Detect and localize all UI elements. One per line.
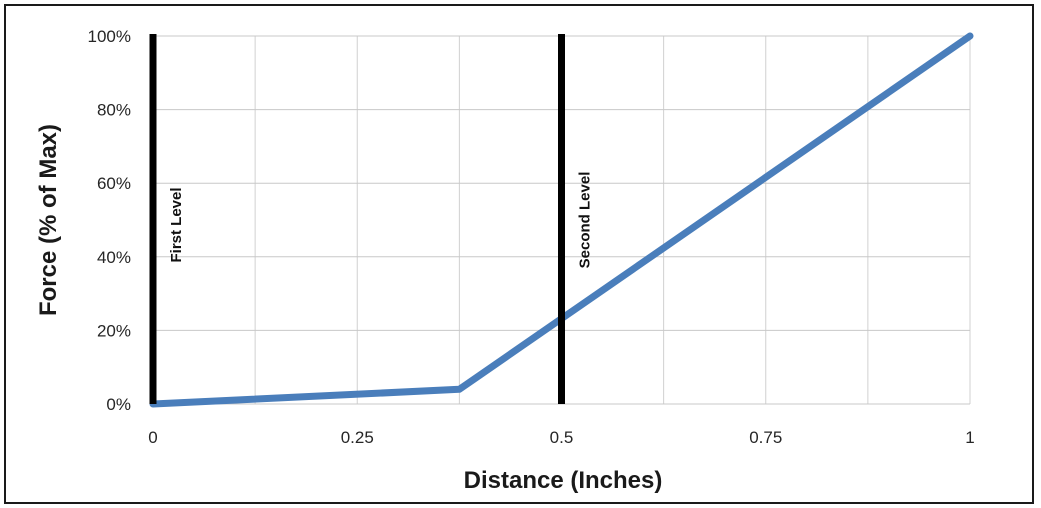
chart-frame — [4, 4, 1034, 504]
x-axis-title: Distance (Inches) — [464, 467, 663, 494]
x-tick-label: 1 — [965, 428, 974, 447]
annotation-label: Second Level — [577, 172, 594, 269]
x-tick-label: 0.75 — [749, 428, 782, 447]
y-tick-label: 20% — [97, 321, 131, 340]
y-axis-title: Force (% of Max) — [35, 124, 62, 316]
annotation-layer: First Level Second Level — [149, 34, 594, 404]
y-tick-label: 60% — [97, 174, 131, 193]
y-tick-label: 40% — [97, 248, 131, 267]
annotation-label: First Level — [168, 187, 185, 262]
series-line — [149, 32, 974, 408]
x-tick-labels: 0 0.25 0.5 0.75 1 — [148, 428, 974, 447]
y-tick-labels: 0% 20% 40% 60% 80% 100% — [88, 27, 131, 414]
x-tick-label: 0 — [148, 428, 157, 447]
x-tick-label: 0.25 — [341, 428, 374, 447]
y-tick-label: 80% — [97, 101, 131, 120]
y-tick-label: 0% — [106, 395, 131, 414]
y-tick-label: 100% — [88, 27, 131, 46]
x-tick-label: 0.5 — [550, 428, 574, 447]
series-layer — [149, 32, 974, 408]
